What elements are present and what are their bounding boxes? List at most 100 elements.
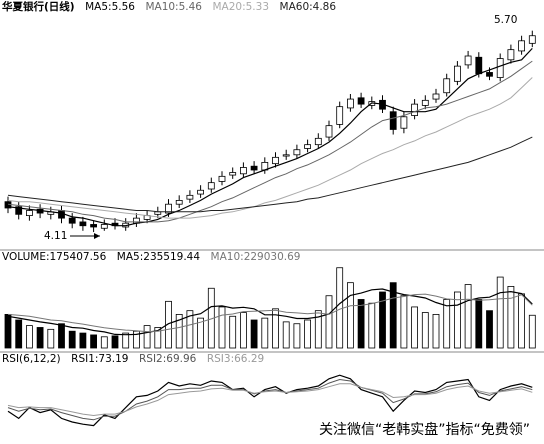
volume-bar — [379, 291, 386, 349]
candle-body — [218, 175, 226, 182]
volume-bar — [272, 308, 279, 349]
volume-bar — [250, 319, 258, 349]
candle-body — [432, 93, 440, 100]
volume-bar — [79, 332, 87, 349]
candle-body — [68, 217, 76, 224]
legend-entry: RSI2:69.96 — [139, 353, 197, 365]
candle-body — [518, 40, 525, 52]
candle-body — [336, 106, 344, 125]
volume-bar — [346, 282, 354, 349]
candle-body — [165, 203, 172, 214]
volume-bar — [229, 315, 237, 349]
volume-bar — [143, 325, 151, 349]
candle-body — [496, 58, 504, 78]
volume-bar — [496, 276, 504, 349]
watermark-bg — [214, 414, 544, 444]
volume-bar — [421, 312, 429, 349]
candle-body — [186, 194, 194, 200]
volume-bar — [4, 313, 12, 349]
volume-bar — [486, 310, 493, 349]
headers: 华夏银行(日线) MA5:5.56 MA10:5.46 MA20:5.33 MA… — [2, 0, 347, 365]
volume-bar — [400, 295, 408, 349]
line — [7, 136, 533, 213]
line — [7, 47, 533, 227]
candle-body — [175, 199, 183, 205]
candle-body — [293, 149, 301, 156]
line — [7, 378, 533, 421]
legend-entry: RSI(6,12,2) — [2, 353, 61, 365]
candle-body — [229, 172, 237, 176]
candle-body — [90, 224, 97, 228]
line — [7, 288, 533, 336]
volume-bar — [47, 328, 55, 349]
volume-bar — [90, 334, 97, 349]
volume-bar — [58, 323, 65, 349]
candle-body — [400, 116, 408, 129]
legend-entry: MA5:235519.44 — [117, 251, 201, 263]
legend-entry: RSI1:73.19 — [71, 353, 128, 365]
volume-bar — [36, 327, 44, 349]
candle-body — [346, 98, 354, 109]
volume-bar — [25, 325, 33, 349]
volume-bar — [261, 317, 269, 349]
legend-entry: MA60:4.86 — [280, 1, 337, 13]
panel-header: VOLUME:175407.56 MA5:235519.44 MA10:2290… — [2, 251, 311, 263]
watermark: 关注微信“老韩实盘”指标“免费领” — [319, 421, 530, 438]
candle-body — [421, 99, 429, 106]
volume-bar — [293, 323, 301, 349]
candle-body — [325, 125, 333, 138]
legend-entry: MA10:229030.69 — [211, 251, 301, 263]
volume-bar — [218, 306, 226, 349]
candle-body — [443, 78, 451, 94]
legend-entry: MA10:5.46 — [145, 1, 202, 13]
volume-bar — [325, 295, 333, 349]
candle-body — [486, 72, 493, 77]
line — [7, 374, 533, 427]
candle-body — [475, 56, 483, 75]
candle-body — [314, 137, 322, 146]
legend-entry: MA20:5.33 — [212, 1, 269, 13]
volume-bar — [68, 330, 76, 349]
panel-header: RSI(6,12,2) RSI1:73.19 RSI2:69.96 RSI3:6… — [2, 353, 275, 365]
candle-body — [507, 49, 515, 61]
candle-body — [304, 144, 312, 149]
volume-bar — [453, 291, 461, 349]
volume-bar — [239, 312, 247, 349]
candle-body — [79, 221, 87, 227]
candle-body — [15, 206, 23, 215]
candle-body — [411, 103, 419, 116]
panel-header: 华夏银行(日线) MA5:5.56 MA10:5.46 MA20:5.33 MA… — [2, 0, 347, 13]
volume-bar — [197, 317, 205, 349]
annotation: 5.70 — [494, 14, 517, 26]
volume-bar — [282, 321, 290, 349]
volume-bar — [368, 302, 376, 349]
candle-body — [100, 224, 108, 229]
volume-bar — [186, 310, 194, 349]
candle-body — [528, 35, 536, 44]
volume-bar — [475, 299, 483, 349]
volume-bar — [100, 336, 108, 349]
volume-bar — [154, 327, 162, 349]
candle-body — [197, 189, 205, 195]
candle-body — [389, 111, 397, 130]
candle-body — [207, 182, 215, 190]
volume-bar — [165, 300, 172, 349]
marks — [4, 30, 536, 427]
volume-bar — [518, 293, 525, 349]
volume-bar — [443, 299, 451, 349]
volume-bar — [111, 335, 119, 349]
candle-body — [357, 97, 365, 105]
candle-body — [25, 210, 33, 217]
volume-bar — [411, 306, 419, 349]
volume-bar — [464, 284, 472, 349]
volume-bar — [15, 319, 23, 349]
line — [7, 77, 533, 219]
legend-entry: MA5:5.56 — [85, 1, 135, 13]
candle-body — [282, 154, 290, 157]
volume-bar — [507, 285, 515, 349]
legend-entry: RSI3:66.29 — [207, 353, 264, 365]
volume-bar — [432, 313, 440, 349]
annotation-arrow-head — [94, 233, 100, 239]
